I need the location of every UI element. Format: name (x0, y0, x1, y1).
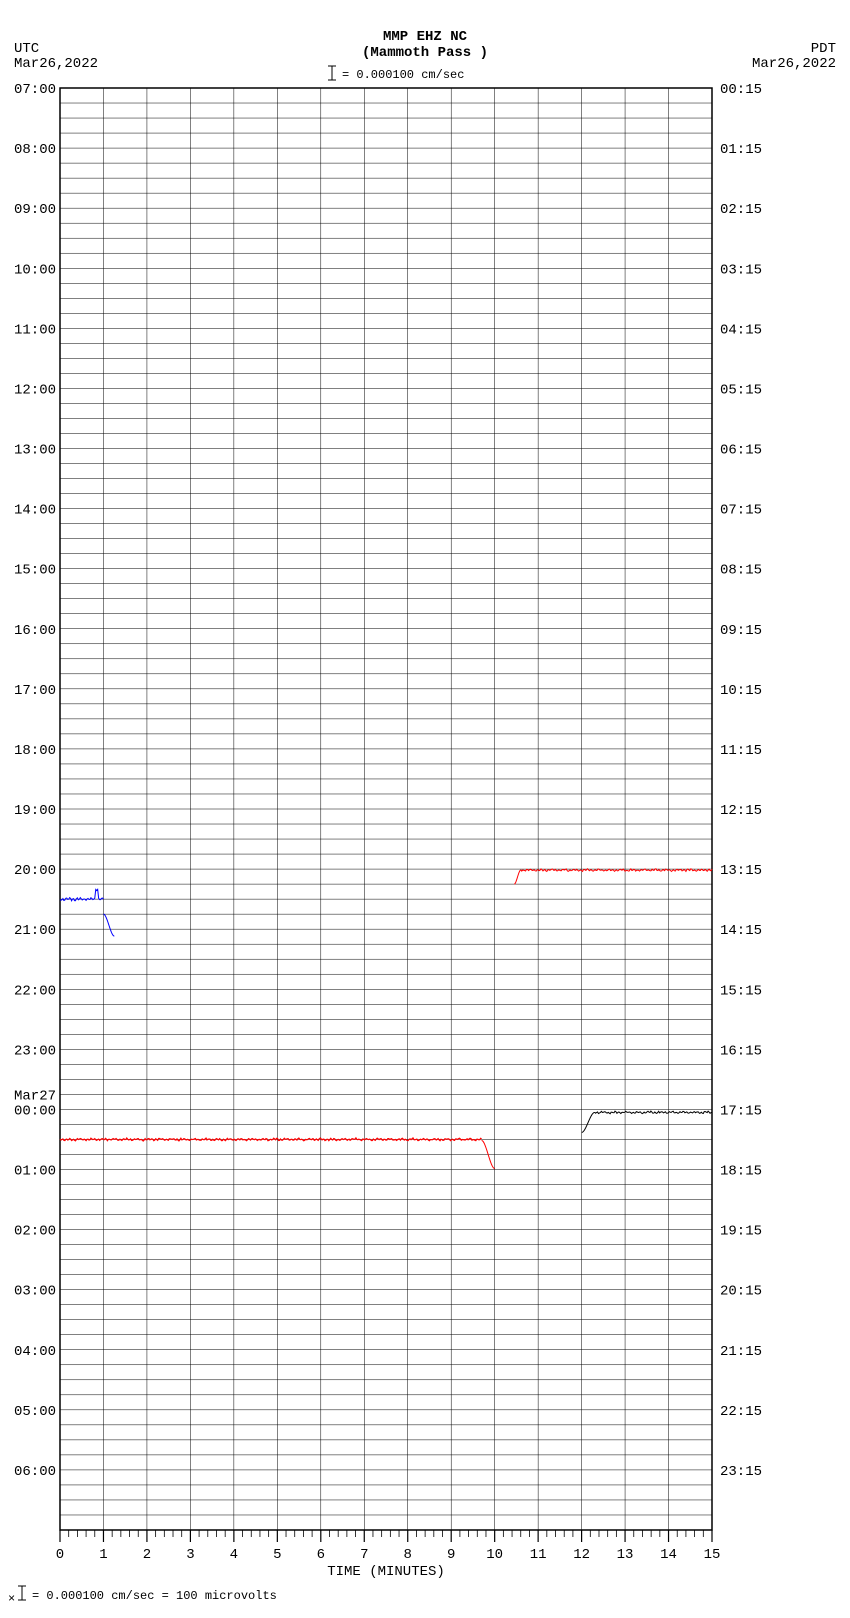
right-hour-label: 22:15 (720, 1404, 762, 1420)
left-hour-label: 08:00 (14, 142, 56, 158)
right-hour-label: 06:15 (720, 443, 762, 459)
right-hour-label: 09:15 (720, 623, 762, 639)
left-hour-label: 02:00 (14, 1224, 56, 1240)
right-hour-label: 16:15 (720, 1043, 762, 1059)
left-hour-label: 10:00 (14, 262, 56, 278)
right-hour-label: 08:15 (720, 563, 762, 579)
left-hour-label: 00:00 (14, 1103, 56, 1119)
right-hour-label: 12:15 (720, 803, 762, 819)
left-hour-label: 05:00 (14, 1404, 56, 1420)
x-tick-label: 15 (704, 1547, 721, 1563)
right-hour-label: 13:15 (720, 863, 762, 879)
x-tick-label: 0 (56, 1547, 64, 1563)
left-hour-label: 17:00 (14, 683, 56, 699)
right-hour-label: 01:15 (720, 142, 762, 158)
right-date: Mar26,2022 (752, 56, 836, 72)
left-hour-label: 21:00 (14, 923, 56, 939)
x-tick-label: 11 (530, 1547, 547, 1563)
left-hour-label: 14:00 (14, 503, 56, 519)
x-tick-label: 14 (660, 1547, 677, 1563)
right-hour-label: 05:15 (720, 382, 762, 398)
x-tick-label: 5 (273, 1547, 281, 1563)
x-tick-label: 1 (99, 1547, 107, 1563)
footer-prefix: × (8, 1592, 15, 1606)
left-hour-label: 11:00 (14, 322, 56, 338)
left-hour-label: 16:00 (14, 623, 56, 639)
right-hour-label: 15:15 (720, 983, 762, 999)
right-hour-label: 17:15 (720, 1103, 762, 1119)
right-hour-label: 23:15 (720, 1464, 762, 1480)
x-tick-label: 2 (143, 1547, 151, 1563)
right-hour-label: 10:15 (720, 683, 762, 699)
left-hour-label: 15:00 (14, 563, 56, 579)
x-tick-label: 3 (186, 1547, 194, 1563)
x-tick-label: 8 (404, 1547, 412, 1563)
left-hour-label: 04:00 (14, 1344, 56, 1360)
right-hour-label: 18:15 (720, 1164, 762, 1180)
left-hour-label: 19:00 (14, 803, 56, 819)
right-hour-label: 14:15 (720, 923, 762, 939)
right-hour-label: 19:15 (720, 1224, 762, 1240)
left-hour-label: 09:00 (14, 202, 56, 218)
right-hour-label: 21:15 (720, 1344, 762, 1360)
right-hour-label: 02:15 (720, 202, 762, 218)
station-subtitle: (Mammoth Pass ) (362, 45, 488, 61)
x-tick-label: 10 (486, 1547, 503, 1563)
right-hour-label: 11:15 (720, 743, 762, 759)
left-hour-label: 07:00 (14, 82, 56, 98)
left-hour-label: 20:00 (14, 863, 56, 879)
x-axis-label: TIME (MINUTES) (327, 1564, 445, 1580)
x-tick-label: 12 (573, 1547, 590, 1563)
left-hour-label: 23:00 (14, 1043, 56, 1059)
seismogram-chart: MMP EHZ NC(Mammoth Pass ) = 0.000100 cm/s… (0, 0, 850, 1613)
left-hour-label: 22:00 (14, 983, 56, 999)
footer-text: = 0.000100 cm/sec = 100 microvolts (32, 1589, 277, 1603)
right-tz: PDT (811, 41, 836, 57)
left-hour-label: 06:00 (14, 1464, 56, 1480)
seismogram-svg: MMP EHZ NC(Mammoth Pass ) = 0.000100 cm/s… (0, 0, 850, 1613)
x-tick-label: 7 (360, 1547, 368, 1563)
scale-label: = 0.000100 cm/sec (342, 68, 464, 82)
x-tick-label: 9 (447, 1547, 455, 1563)
left-hour-label: 18:00 (14, 743, 56, 759)
right-hour-label: 07:15 (720, 503, 762, 519)
left-hour-label: 13:00 (14, 443, 56, 459)
day2-label: Mar27 (14, 1088, 56, 1104)
right-hour-label: 00:15 (720, 82, 762, 98)
left-date: Mar26,2022 (14, 56, 98, 72)
x-tick-label: 6 (317, 1547, 325, 1563)
left-tz: UTC (14, 41, 39, 57)
left-hour-label: 01:00 (14, 1164, 56, 1180)
right-hour-label: 20:15 (720, 1284, 762, 1300)
left-hour-label: 03:00 (14, 1284, 56, 1300)
right-hour-label: 03:15 (720, 262, 762, 278)
left-hour-label: 12:00 (14, 382, 56, 398)
station-title: MMP EHZ NC (383, 29, 468, 45)
right-hour-label: 04:15 (720, 322, 762, 338)
x-tick-label: 13 (617, 1547, 634, 1563)
x-tick-label: 4 (230, 1547, 238, 1563)
